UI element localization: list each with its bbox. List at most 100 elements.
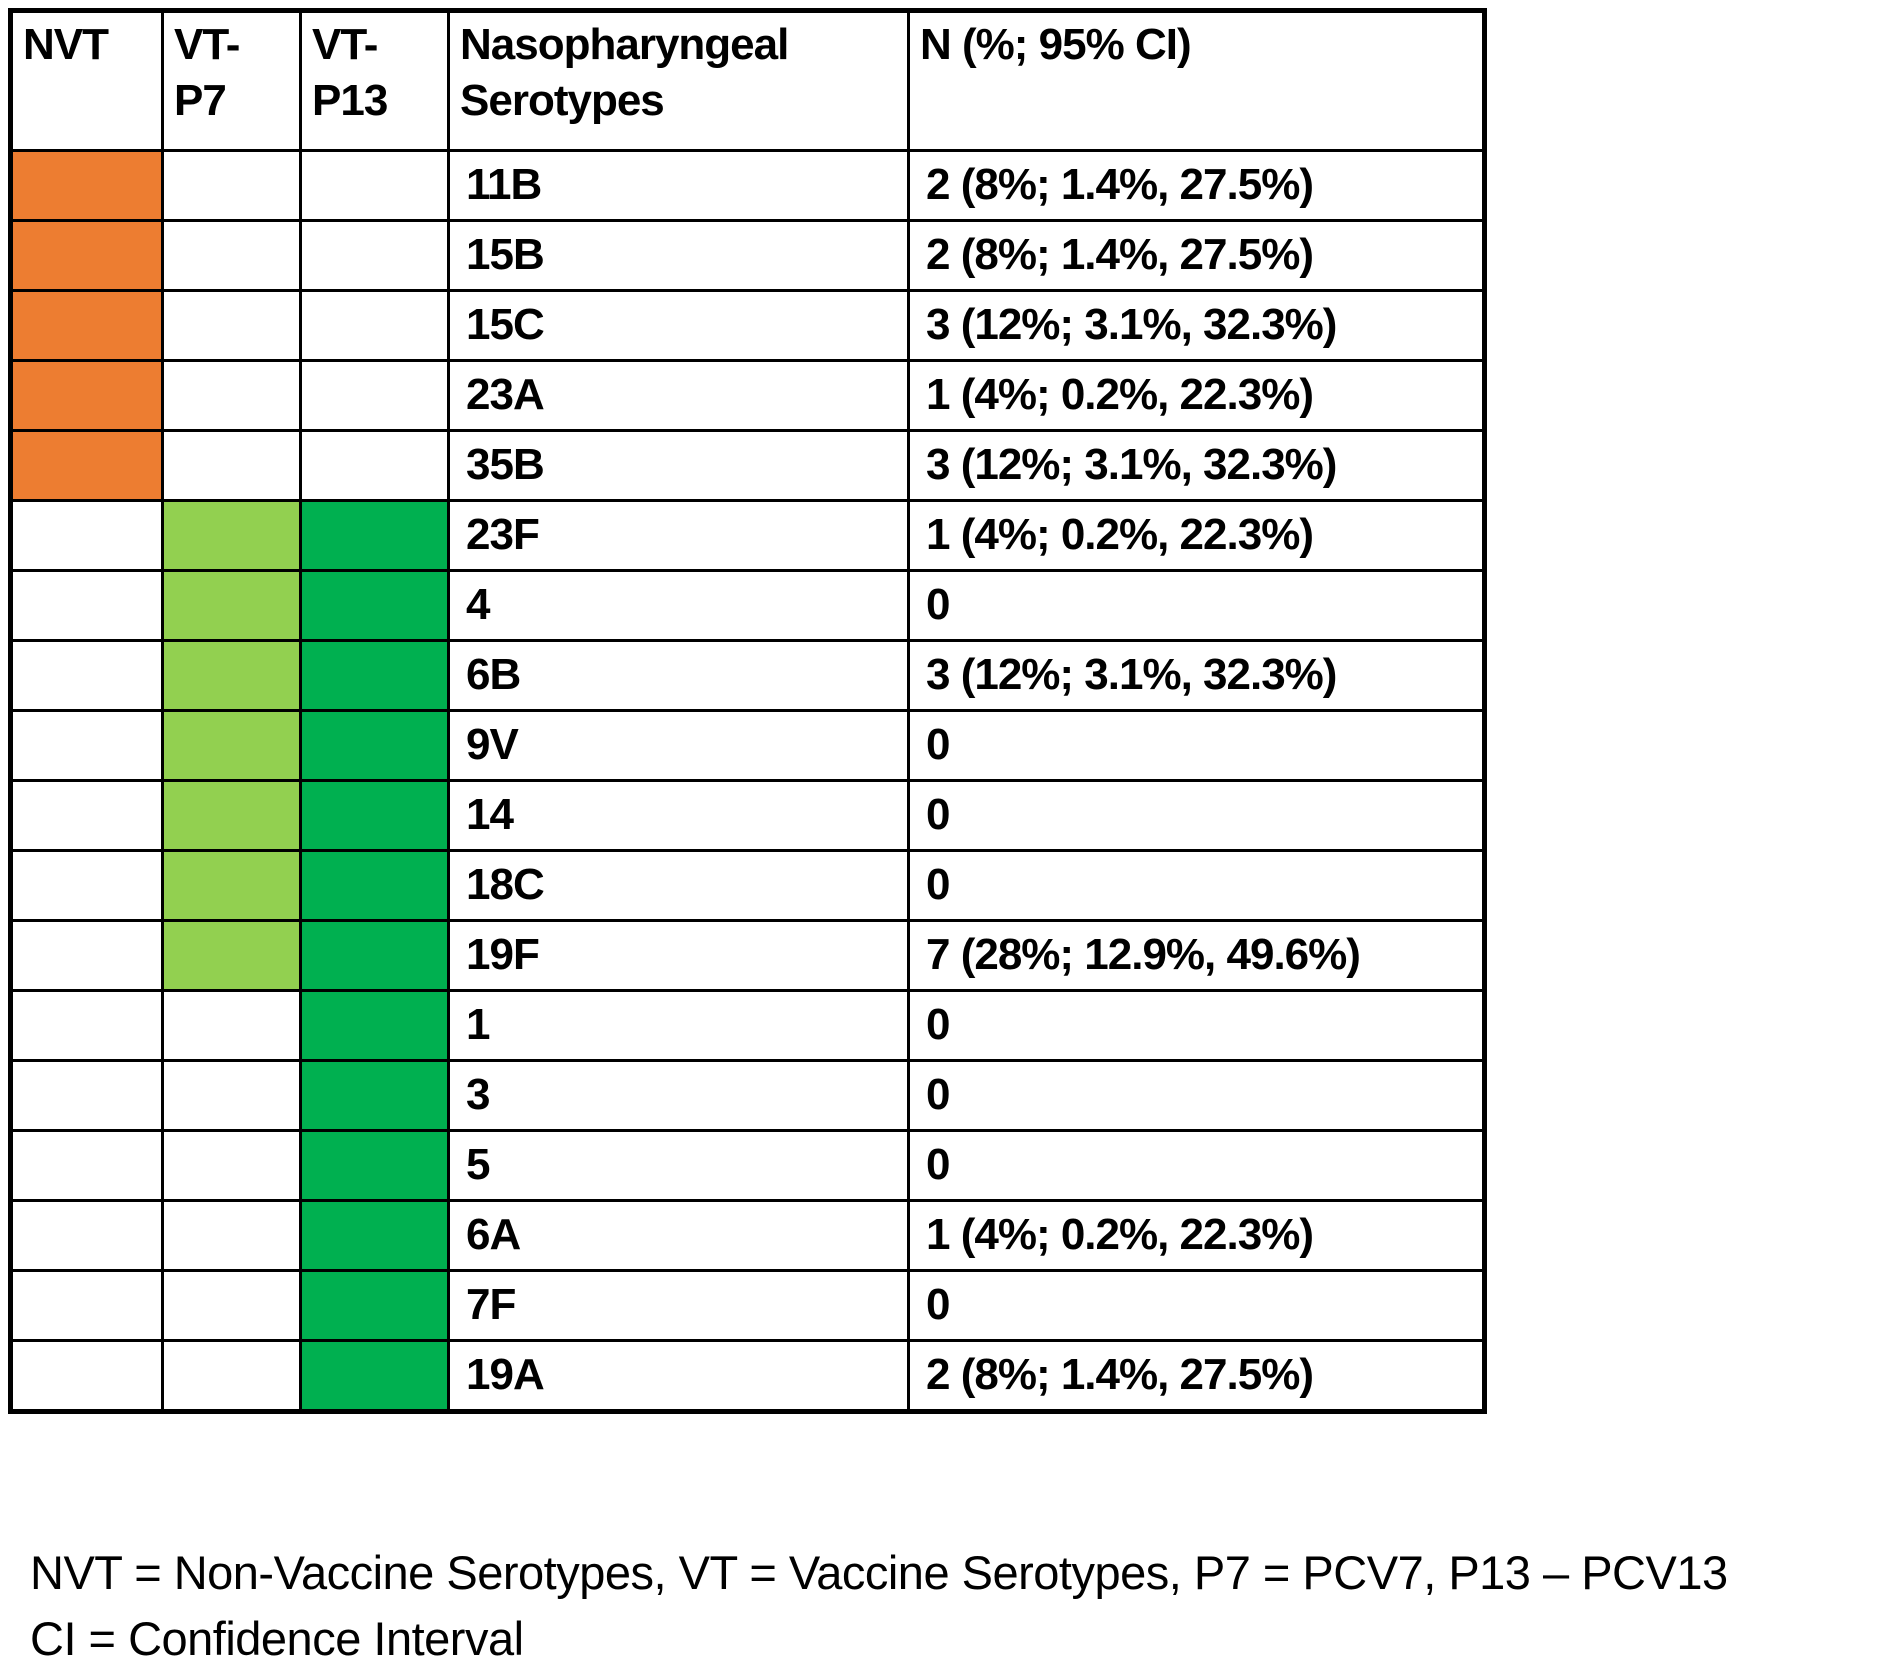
table-row: 18C 0	[9, 849, 1486, 922]
vt-p13-cell	[299, 569, 450, 642]
header-row: NVT VT-P7 VT-P13 Nasopharyngeal Serotype…	[9, 9, 1486, 152]
vt-p13-cell	[299, 849, 450, 922]
n-cell: 0	[907, 1129, 1486, 1202]
vt-p13-cell	[299, 1269, 450, 1342]
vt-p13-cell	[299, 639, 450, 712]
vt-p7-cell	[161, 779, 302, 852]
table-row: 23A 1 (4%; 0.2%, 22.3%)	[9, 359, 1486, 432]
nvt-cell	[9, 1059, 164, 1132]
table-row: 6B 3 (12%; 3.1%, 32.3%)	[9, 639, 1486, 712]
table-row: 7F 0	[9, 1269, 1486, 1342]
table-row: 1 0	[9, 989, 1486, 1062]
nvt-cell	[9, 1129, 164, 1202]
serotype-table: NVT VT-P7 VT-P13 Nasopharyngeal Serotype…	[8, 8, 1487, 1414]
n-cell: 0	[907, 779, 1486, 852]
vt-p7-cell	[161, 849, 302, 922]
n-cell: 2 (8%; 1.4%, 27.5%)	[907, 149, 1486, 222]
table-row: 11B 2 (8%; 1.4%, 27.5%)	[9, 149, 1486, 222]
vt-p13-cell	[299, 1129, 450, 1202]
n-cell: 7 (28%; 12.9%, 49.6%)	[907, 919, 1486, 992]
vt-p7-cell	[161, 289, 302, 362]
n-cell: 2 (8%; 1.4%, 27.5%)	[907, 1339, 1486, 1413]
nvt-cell	[9, 639, 164, 712]
vt-p7-cell	[161, 1269, 302, 1342]
footnote-line-abbreviations: NVT = Non-Vaccine Serotypes, VT = Vaccin…	[30, 1546, 1728, 1599]
nvt-cell	[9, 149, 164, 222]
vt-p7-cell	[161, 569, 302, 642]
table-row: 9V 0	[9, 709, 1486, 782]
table-row: 6A 1 (4%; 0.2%, 22.3%)	[9, 1199, 1486, 1272]
serotype-cell: 35B	[447, 429, 910, 502]
table-row: 3 0	[9, 1059, 1486, 1132]
nvt-cell	[9, 1199, 164, 1272]
nvt-cell	[9, 849, 164, 922]
serotype-cell: 15C	[447, 289, 910, 362]
vt-p7-cell	[161, 1129, 302, 1202]
vt-p7-cell	[161, 989, 302, 1062]
n-cell: 0	[907, 849, 1486, 922]
vt-p13-cell	[299, 359, 450, 432]
serotype-cell: 3	[447, 1059, 910, 1132]
header-vt-p7: VT-P7	[161, 9, 302, 152]
nvt-cell	[9, 779, 164, 852]
table-row: 5 0	[9, 1129, 1486, 1202]
nvt-cell	[9, 919, 164, 992]
vt-p13-cell	[299, 1339, 450, 1413]
serotype-cell: 1	[447, 989, 910, 1062]
table-row: 4 0	[9, 569, 1486, 642]
header-n-ci: N (%; 95% CI)	[907, 9, 1486, 152]
serotype-cell: 14	[447, 779, 910, 852]
vt-p13-cell	[299, 499, 450, 572]
serotype-cell: 9V	[447, 709, 910, 782]
table-row: 35B 3 (12%; 3.1%, 32.3%)	[9, 429, 1486, 502]
serotype-cell: 19F	[447, 919, 910, 992]
vt-p13-cell	[299, 1199, 450, 1272]
serotype-cell: 6B	[447, 639, 910, 712]
table-row: 23F 1 (4%; 0.2%, 22.3%)	[9, 499, 1486, 572]
vt-p7-cell	[161, 219, 302, 292]
serotype-cell: 11B	[447, 149, 910, 222]
header-vt-p13: VT-P13	[299, 9, 450, 152]
serotype-cell: 6A	[447, 1199, 910, 1272]
nvt-cell	[9, 359, 164, 432]
vt-p13-cell	[299, 779, 450, 852]
vt-p7-cell	[161, 709, 302, 782]
nvt-cell	[9, 989, 164, 1062]
nvt-cell	[9, 709, 164, 782]
nvt-cell	[9, 499, 164, 572]
n-cell: 1 (4%; 0.2%, 22.3%)	[907, 1199, 1486, 1272]
n-cell: 0	[907, 1059, 1486, 1132]
nvt-cell	[9, 219, 164, 292]
vt-p13-cell	[299, 919, 450, 992]
n-cell: 0	[907, 1269, 1486, 1342]
vt-p13-cell	[299, 709, 450, 782]
vt-p13-cell	[299, 1059, 450, 1132]
vt-p7-cell	[161, 499, 302, 572]
serotype-cell: 19A	[447, 1339, 910, 1413]
vt-p7-cell	[161, 429, 302, 502]
vt-p13-cell	[299, 429, 450, 502]
table-row: 15C 3 (12%; 3.1%, 32.3%)	[9, 289, 1486, 362]
nvt-cell	[9, 429, 164, 502]
n-cell: 2 (8%; 1.4%, 27.5%)	[907, 219, 1486, 292]
header-serotypes: Nasopharyngeal Serotypes	[447, 9, 910, 152]
n-cell: 3 (12%; 3.1%, 32.3%)	[907, 639, 1486, 712]
vt-p7-cell	[161, 639, 302, 712]
nvt-cell	[9, 1339, 164, 1413]
vt-p7-cell	[161, 149, 302, 222]
nvt-cell	[9, 289, 164, 362]
vt-p13-cell	[299, 219, 450, 292]
table-row: 14 0	[9, 779, 1486, 852]
vt-p7-cell	[161, 1339, 302, 1413]
table-row: 15B 2 (8%; 1.4%, 27.5%)	[9, 219, 1486, 292]
n-cell: 0	[907, 989, 1486, 1062]
nvt-cell	[9, 1269, 164, 1342]
vt-p7-cell	[161, 919, 302, 992]
n-cell: 0	[907, 709, 1486, 782]
vt-p7-cell	[161, 1199, 302, 1272]
n-cell: 1 (4%; 0.2%, 22.3%)	[907, 359, 1486, 432]
header-nvt: NVT	[9, 9, 164, 152]
vt-p13-cell	[299, 149, 450, 222]
vt-p13-cell	[299, 989, 450, 1062]
